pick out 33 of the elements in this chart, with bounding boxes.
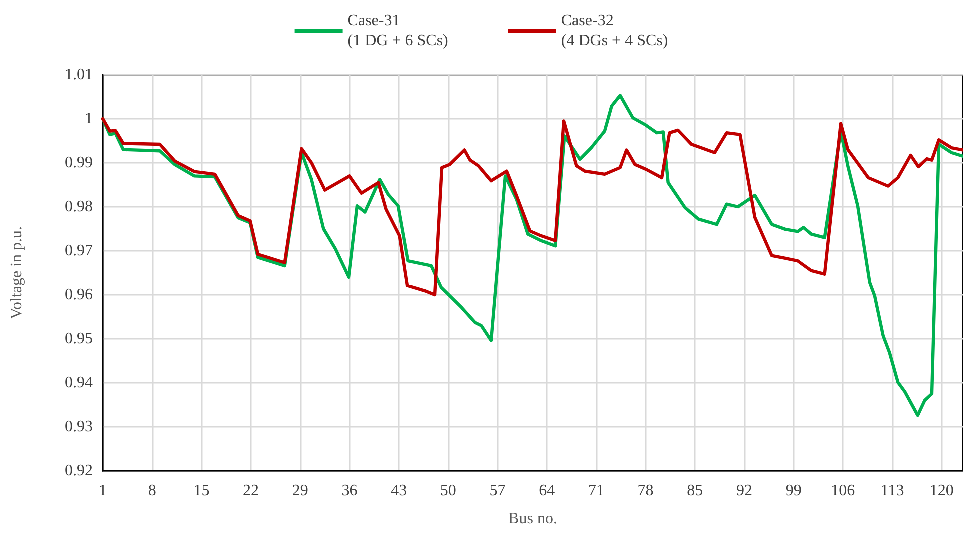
x-tick-label: 78 (638, 482, 654, 500)
y-tick-label: 0.97 (65, 242, 93, 260)
x-tick-label: 50 (440, 482, 456, 500)
y-tick-label: 0.94 (65, 374, 93, 392)
x-tick-label: 92 (736, 482, 752, 500)
y-tick-label: 0.92 (65, 462, 93, 480)
y-tick-label: 1 (85, 110, 93, 128)
x-axis-title: Bus no. (508, 510, 558, 528)
x-tick-label: 22 (243, 482, 260, 500)
x-tick-label: 71 (588, 482, 604, 500)
legend-label: Case-31 (1 DG + 6 SCs) (348, 12, 448, 50)
x-tick-label: 15 (194, 482, 210, 500)
x-tick-label: 57 (490, 482, 506, 500)
y-tick-label: 0.93 (65, 418, 93, 436)
x-tick-label: 99 (786, 482, 802, 500)
y-tick-label: 0.96 (65, 286, 93, 304)
y-tick-label: 0.95 (65, 330, 93, 348)
x-tick-label: 113 (880, 482, 904, 500)
x-tick-label: 1 (99, 482, 107, 500)
x-tick-label: 8 (148, 482, 156, 500)
y-tick-label: 1.01 (65, 66, 93, 84)
legend-label: Case-32 (4 DGs + 4 SCs) (561, 12, 668, 50)
y-tick-label: 0.98 (65, 198, 93, 216)
x-tick-label: 43 (391, 482, 408, 500)
x-tick-label: 64 (539, 482, 556, 500)
x-tick-label: 106 (831, 482, 856, 500)
x-tick-label: 120 (930, 482, 954, 500)
x-tick-label: 85 (687, 482, 704, 500)
x-tick-label: 29 (292, 482, 308, 500)
y-tick-label: 0.99 (65, 154, 93, 172)
line-series (101, 117, 963, 297)
x-tick-label: 36 (342, 482, 358, 500)
y-axis-title: Voltage in p.u. (8, 226, 26, 320)
